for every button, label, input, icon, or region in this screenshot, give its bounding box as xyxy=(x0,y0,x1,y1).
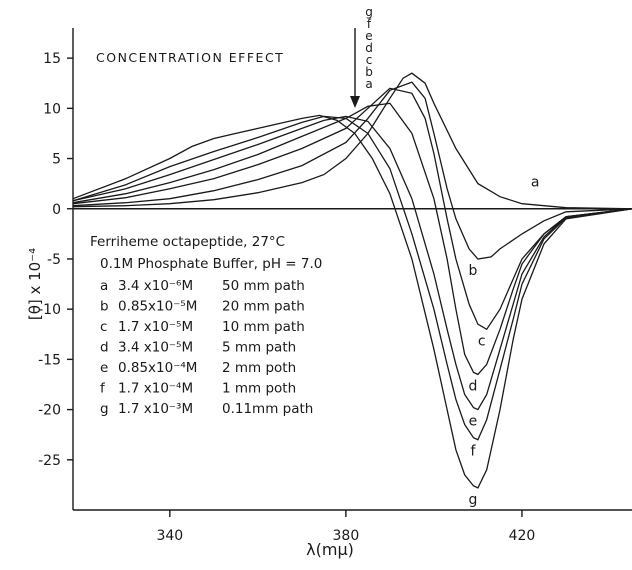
series-line-g xyxy=(72,114,632,489)
arrow-letter-g: g xyxy=(365,5,373,19)
legend-entry-label: a xyxy=(100,278,108,294)
y-tick-label: -25 xyxy=(38,453,61,469)
series-line-e xyxy=(72,115,632,411)
legend: Ferriheme octapeptide, 27°C 0.1M Phospha… xyxy=(90,234,322,417)
x-tick-label: 420 xyxy=(509,528,536,544)
arrow-letter-e: e xyxy=(365,29,372,43)
arrow-head xyxy=(350,96,360,108)
legend-entry-label: c xyxy=(100,319,107,335)
legend-entry-label: g xyxy=(100,401,109,417)
legend-heading-2: 0.1M Phosphate Buffer, pH = 7.0 xyxy=(100,256,322,272)
y-ticks: 15 10 5 0 -5 -10 -15 -20 -25 xyxy=(38,51,73,469)
series-line-f xyxy=(72,115,632,441)
y-axis-label: [θ] x 10⁻⁴ xyxy=(26,248,44,320)
series-label-g: g xyxy=(468,492,477,508)
legend-entry-path: 20 mm path xyxy=(222,299,305,315)
legend-entry-concentration: 1.7 x10⁻⁵M xyxy=(118,319,193,335)
legend-entry-concentration: 0.85x10⁻⁵M xyxy=(118,299,197,315)
y-tick-label: 15 xyxy=(43,51,61,67)
legend-entry-path: 0.11mm path xyxy=(222,401,313,417)
arrow-letter-c: c xyxy=(366,53,373,67)
arrow-letter-d: d xyxy=(365,41,373,55)
legend-entry-label: e xyxy=(100,360,108,376)
legend-entry-path: 1 mm poth xyxy=(222,381,296,397)
y-tick-label: 5 xyxy=(52,152,61,168)
legend-heading-1: Ferriheme octapeptide, 27°C xyxy=(90,234,285,250)
legend-entry-concentration: 0.85x10⁻⁴M xyxy=(118,360,197,376)
y-tick-label: -5 xyxy=(47,252,61,268)
series-label-d: d xyxy=(468,378,477,394)
series-line-a xyxy=(72,72,632,210)
x-ticks: 340 380 420 xyxy=(156,510,535,544)
series-line-d xyxy=(72,102,632,376)
legend-entry-label: b xyxy=(100,299,109,315)
y-tick-label: -10 xyxy=(38,302,61,318)
y-tick-label: -15 xyxy=(38,352,61,368)
legend-entry-concentration: 1.7 x10⁻³M xyxy=(118,401,193,417)
legend-entry-path: 2 mm poth xyxy=(222,360,296,376)
legend-entry-concentration: 1.7 x10⁻⁴M xyxy=(118,381,193,397)
legend-entry-label: f xyxy=(100,381,106,397)
series-line-b xyxy=(72,81,632,260)
legend-entry-concentration: 3.4 x10⁻⁵M xyxy=(118,340,193,356)
series-label-f: f xyxy=(470,444,476,460)
y-tick-label: 0 xyxy=(52,202,61,218)
y-tick-label: -20 xyxy=(38,403,61,419)
series-label-e: e xyxy=(469,414,478,430)
arrow-letter-b: b xyxy=(365,65,373,79)
x-tick-label: 340 xyxy=(156,528,183,544)
legend-entry-path: 50 mm path xyxy=(222,278,305,294)
chart-title: CONCENTRATION EFFECT xyxy=(96,50,284,65)
series-label-a: a xyxy=(531,175,540,191)
series-curves xyxy=(72,72,632,489)
x-tick-label: 380 xyxy=(333,528,360,544)
legend-entry-path: 5 mm path xyxy=(222,340,296,356)
series-labels: a b c d ef g xyxy=(468,175,539,508)
series-line-c xyxy=(72,87,632,331)
legend-entry-concentration: 3.4 x10⁻⁶M xyxy=(118,278,193,294)
series-label-c: c xyxy=(478,333,486,349)
arrow-letter-a: a xyxy=(365,77,372,91)
legend-entry-path: 10 mm path xyxy=(222,319,305,335)
y-tick-label: 10 xyxy=(43,101,61,117)
legend-entry-label: d xyxy=(100,340,109,356)
arrow-letter-f: f xyxy=(367,17,372,31)
x-axis-label: λ(mμ) xyxy=(306,540,354,559)
arrow-indicator xyxy=(350,28,360,108)
series-label-b: b xyxy=(468,263,477,279)
